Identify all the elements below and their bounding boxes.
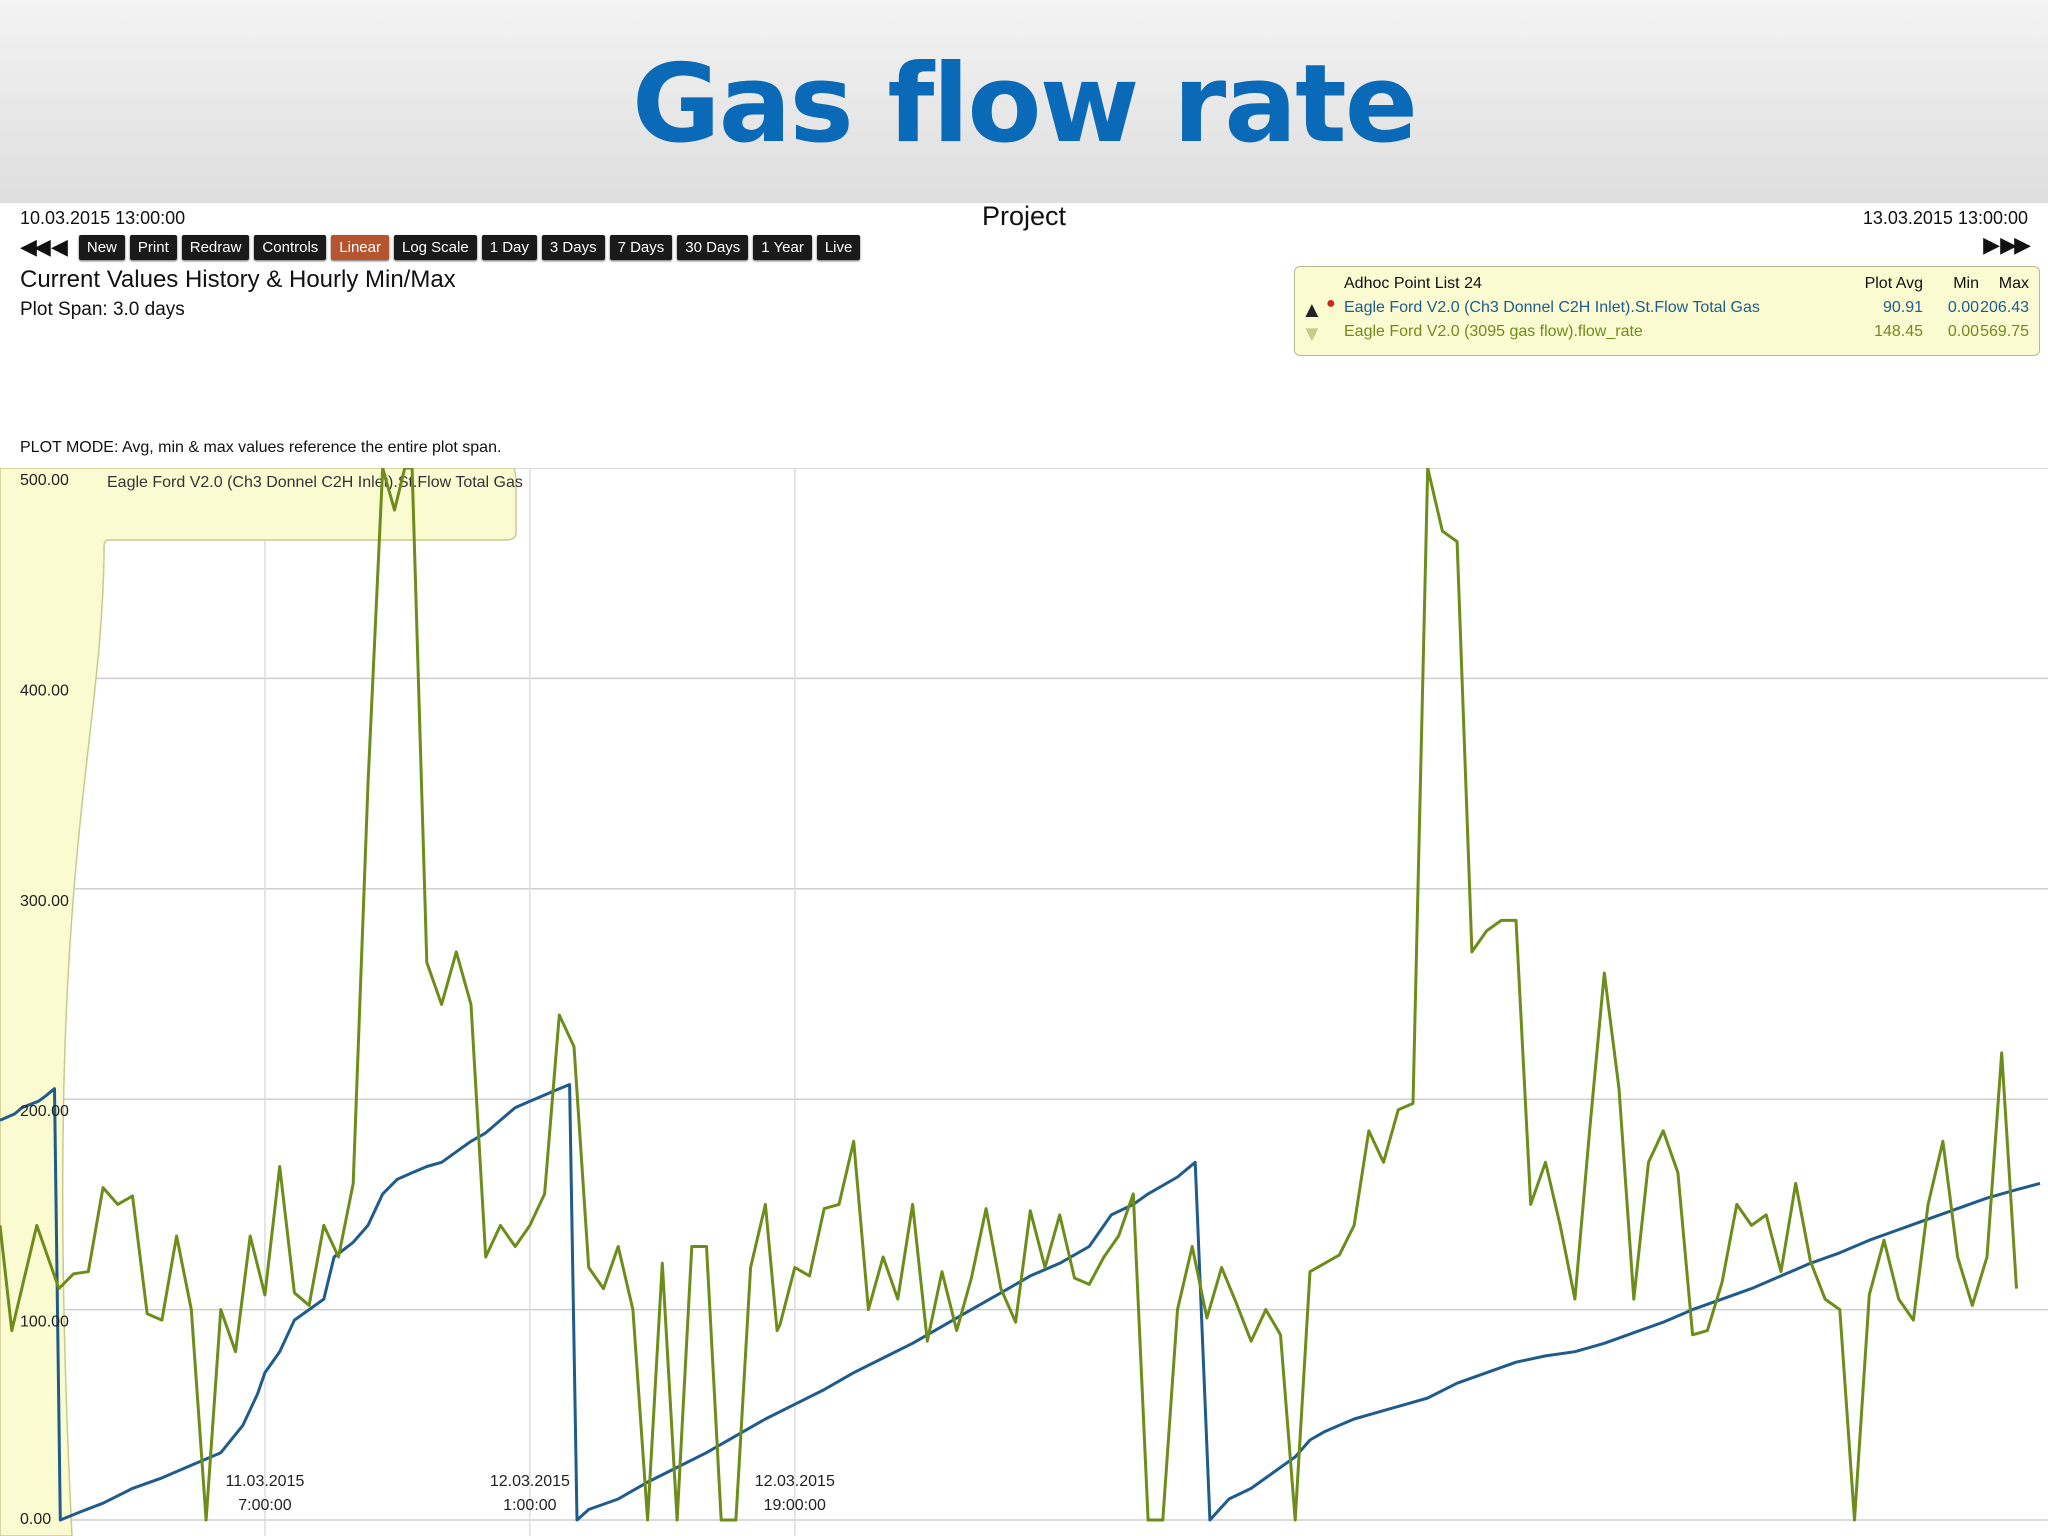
toolbar-button-log-scale[interactable]: Log Scale [393, 234, 477, 260]
x-tick-date: 12.03.2015 [755, 1473, 835, 1490]
line-chart: Eagle Ford V2.0 (Ch3 Donnel C2H Inlet).S… [0, 468, 2048, 1536]
legend-avg: 90.91 [1882, 299, 1923, 316]
rewind-arrows-icon[interactable]: ◀◀ ◀ [20, 234, 68, 259]
y-tick-label: 0.00 [20, 1511, 51, 1528]
legend-min: 0.00 [1947, 323, 1979, 340]
plot-span: Plot Span: 3.0 days [20, 299, 185, 320]
plot-mode-note: PLOT MODE: Avg, min & max values referen… [20, 439, 502, 456]
x-tick-time: 19:00:00 [764, 1497, 826, 1514]
legend-header: Adhoc Point List 24 Plot Avg Min Max [1295, 275, 2039, 297]
legend-panel: Adhoc Point List 24 Plot Avg Min Max ▲ ● E… [1294, 266, 2040, 356]
legend-series-name: Eagle Ford V2.0 (3095 gas flow).flow_rat… [1344, 323, 1643, 340]
series-lines [0, 468, 2041, 1522]
legend-min: 0.00 [1947, 299, 1979, 316]
series-line-1 [0, 1083, 2041, 1522]
legend-row[interactable]: ▲ ● Eagle Ford V2.0 (Ch3 Donnel C2H Inlet)… [1295, 295, 2039, 322]
y-tick-label: 400.00 [20, 682, 69, 699]
title-banner [0, 0, 2048, 203]
toolbar-button-1-year[interactable]: 1 Year [753, 234, 812, 260]
y-tick-label: 100.00 [20, 1314, 69, 1331]
y-axis-labels: 0.00 100.00 200.00 300.00 400.00 500.00 [20, 472, 69, 1528]
toolbar-buttons: New Print Redraw Controls Linear Log Scale 1 D… [78, 234, 866, 260]
legend-row[interactable]: ▼ Eagle Ford V2.0 (3095 gas flow).flow_ra… [1295, 321, 2039, 346]
y-tick-label: 200.00 [20, 1103, 69, 1120]
legend-marker-icon: ▼ [1301, 321, 1323, 346]
toolbar-button-1-day[interactable]: 1 Day [481, 234, 537, 260]
toolbar-button-redraw[interactable]: Redraw [181, 234, 250, 260]
toolbar-button-live[interactable]: Live [816, 234, 861, 260]
start-date: 10.03.2015 13:00:00 [20, 208, 186, 228]
toolbar-button-new[interactable]: New [78, 234, 125, 260]
toolbar: ◀◀ ◀ New Print Redraw Controls Linear Log Sca… [20, 234, 865, 260]
chart-grid [0, 468, 2048, 1536]
legend-list-name: Adhoc Point List 24 [1344, 275, 1482, 292]
x-tick-date: 11.03.2015 [225, 1473, 304, 1490]
x-tick-date: 12.03.2015 [490, 1473, 570, 1490]
series-line-2 [0, 468, 2018, 1522]
legend-marker-icon: ▲ [1301, 297, 1323, 322]
series-highlight: Eagle Ford V2.0 (Ch3 Donnel C2H Inlet).S… [0, 468, 523, 1536]
y-tick-label: 300.00 [20, 893, 69, 910]
toolbar-button-print[interactable]: Print [129, 234, 177, 260]
end-date: 13.03.2015 13:00:00 [1862, 208, 2028, 228]
toolbar-button-controls[interactable]: Controls [254, 234, 327, 260]
legend-max: 569.75 [1980, 323, 2029, 340]
highlight-shape [0, 468, 517, 1536]
toolbar-button-linear[interactable]: Linear [331, 234, 389, 260]
legend-col-avg: Plot Avg [1864, 275, 1923, 292]
slide-title: Gas flow rate [632, 42, 1418, 167]
toolbar-button-7-days[interactable]: 7 Days [609, 234, 673, 260]
y-tick-label: 500.00 [20, 472, 69, 489]
plot-subtitle: Current Values History & Hourly Min/Max [20, 266, 456, 293]
legend-col-max: Max [1998, 275, 2029, 292]
forward-arrows-icon[interactable]: ▶ ▶▶ [1983, 232, 2031, 257]
x-axis-labels: 11.03.2015 7:00:00 12.03.2015 1:00:00 12.03.… [225, 1473, 834, 1514]
legend-avg: 148.45 [1874, 323, 1923, 340]
legend-series-name: Eagle Ford V2.0 (Ch3 Donnel C2H Inlet).S… [1344, 299, 1760, 316]
highlight-series-label: Eagle Ford V2.0 (Ch3 Donnel C2H Inlet).S… [107, 474, 523, 491]
legend-dot-icon: ● [1326, 295, 1336, 312]
x-tick-time: 7:00:00 [238, 1497, 291, 1514]
legend-col-min: Min [1953, 275, 1979, 292]
x-tick-time: 1:00:00 [503, 1497, 556, 1514]
legend-max: 206.43 [1980, 299, 2029, 316]
toolbar-button-30-days[interactable]: 30 Days [677, 234, 749, 260]
project-title: Project [981, 201, 1067, 231]
toolbar-button-3-days[interactable]: 3 Days [541, 234, 605, 260]
